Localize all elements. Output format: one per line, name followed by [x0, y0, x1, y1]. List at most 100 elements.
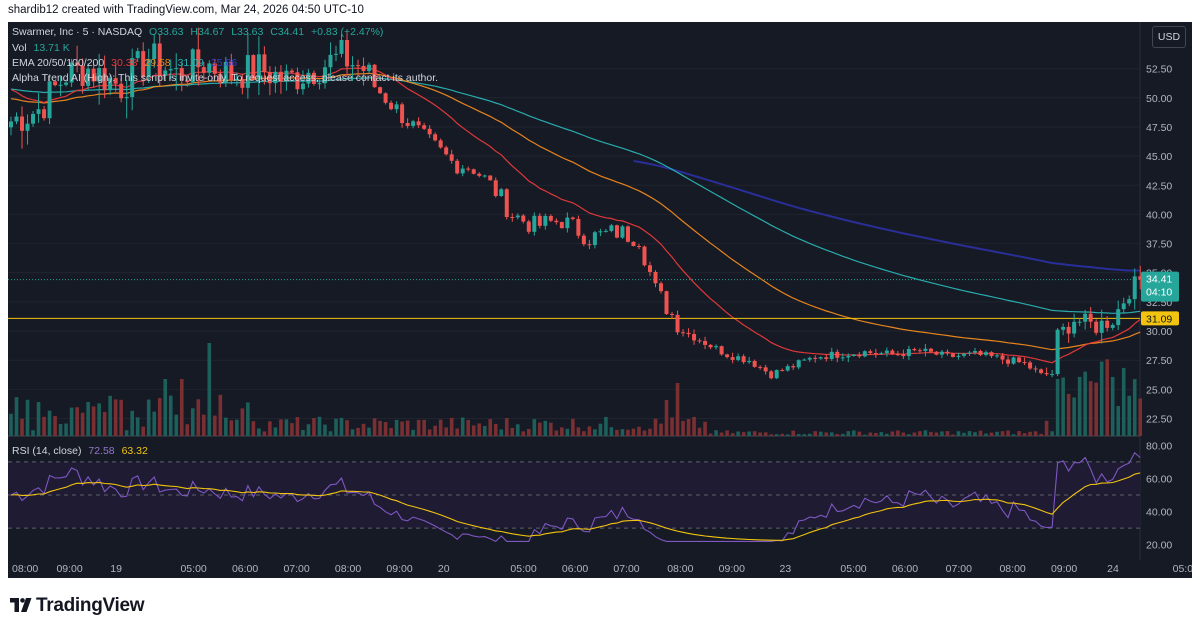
- candle-body: [80, 65, 85, 86]
- volume-bar: [361, 423, 366, 436]
- candle-body: [934, 351, 939, 355]
- time-tick-label: 06:00: [562, 563, 588, 575]
- candle-body: [273, 71, 278, 84]
- rsi-tick-label: 20.00: [1146, 540, 1172, 552]
- volume-bar: [1110, 376, 1115, 436]
- volume-bar: [295, 417, 300, 436]
- candle-body: [91, 68, 96, 82]
- time-tick-label: 06:00: [232, 563, 258, 575]
- alpha-trend-text[interactable]: Alpha Trend AI (High): This script is in…: [12, 72, 439, 84]
- horizontal-line[interactable]: [8, 279, 1140, 319]
- price-chart-svg[interactable]: 52.5050.0047.5045.0042.5040.0037.5035.00…: [8, 22, 1192, 578]
- rsi-label[interactable]: RSI (14, close): [12, 445, 82, 457]
- top-bar: shardib12 created with TradingView.com, …: [0, 0, 1200, 22]
- volume-bar: [86, 401, 90, 436]
- candle-body: [636, 245, 641, 247]
- candles[interactable]: [9, 27, 1143, 380]
- candle-body: [989, 352, 994, 357]
- volume-bar: [102, 412, 107, 436]
- candle-body: [807, 357, 812, 360]
- volume-bar: [438, 419, 443, 436]
- volume-bar: [1000, 431, 1005, 436]
- volume-bar: [758, 432, 762, 436]
- candle-body: [201, 67, 206, 73]
- volume-bar: [1022, 433, 1027, 436]
- time-tick-label: 08:00: [999, 563, 1025, 575]
- volume-bar: [75, 407, 79, 436]
- candle-body: [493, 180, 498, 196]
- candle-body: [278, 71, 283, 82]
- volume-bar: [91, 406, 96, 436]
- volume-bar: [20, 418, 24, 436]
- candle-body: [906, 349, 911, 357]
- volume-bar: [367, 427, 371, 436]
- candle-body: [102, 68, 107, 91]
- volume-bar: [119, 399, 123, 436]
- candle-body: [64, 82, 69, 85]
- volume-bar: [306, 424, 311, 436]
- volume-bar: [1132, 379, 1137, 436]
- currency-button[interactable]: USD: [1152, 26, 1186, 48]
- volume-bar: [791, 430, 796, 436]
- candle-body: [868, 351, 873, 353]
- volume-bar: [1094, 382, 1098, 436]
- ema200-line: [633, 160, 1141, 272]
- candle-body: [135, 51, 140, 59]
- volume-bar: [323, 424, 327, 436]
- candle-body: [862, 351, 867, 357]
- symbol-name[interactable]: Swarmer, Inc · 5 · NASDAQ: [12, 26, 143, 38]
- volume-bar: [262, 431, 267, 436]
- candle-body: [1132, 276, 1137, 300]
- candle-body: [1072, 321, 1077, 334]
- rsi-ma-line: [10, 472, 1141, 541]
- volume-bar: [648, 428, 652, 436]
- candle-body: [124, 97, 129, 99]
- volume-bar: [328, 431, 333, 436]
- candle-body: [69, 62, 74, 83]
- candle-body: [1121, 303, 1126, 310]
- candle-body: [367, 64, 372, 71]
- volume-bar: [42, 416, 46, 436]
- candle-body: [592, 232, 597, 246]
- volume-bar: [835, 434, 840, 436]
- volume-bar: [631, 428, 636, 436]
- candle-body: [884, 350, 889, 354]
- volume-bar: [1055, 379, 1060, 436]
- volume-bar: [659, 423, 663, 436]
- volume-bar: [488, 419, 493, 436]
- volume-bar: [598, 423, 603, 436]
- axes: 52.5050.0047.5045.0042.5040.0037.5035.00…: [12, 64, 1192, 575]
- volume-bar: [543, 420, 548, 436]
- candle-body: [1116, 309, 1121, 325]
- volume-bar: [14, 397, 19, 436]
- candle-body: [532, 215, 537, 232]
- volume-bar: [896, 430, 900, 436]
- volume-bar: [1044, 420, 1049, 436]
- ema-label[interactable]: EMA 20/50/100/200: [12, 57, 105, 69]
- time-tick-label: 05:00: [840, 563, 866, 575]
- candle-body: [620, 226, 625, 238]
- candle-body: [25, 123, 30, 131]
- candle-body: [581, 235, 586, 245]
- volume-bar: [741, 432, 746, 436]
- rsi-tick-label: 60.00: [1146, 473, 1172, 485]
- volume-label[interactable]: Vol: [12, 42, 27, 54]
- candle-body: [686, 332, 691, 335]
- volume-bar: [780, 433, 784, 436]
- volume-bar: [521, 431, 526, 436]
- time-tick-label: 23: [780, 563, 792, 575]
- volume-bar: [802, 434, 807, 436]
- volume-bar: [796, 434, 801, 436]
- volume-bar: [719, 432, 724, 436]
- volume-bar: [1028, 431, 1032, 436]
- candle-body: [984, 352, 989, 355]
- candle-body: [455, 160, 460, 174]
- candle-body: [223, 61, 228, 83]
- candle-body: [692, 334, 697, 341]
- volume-bar: [852, 430, 856, 436]
- candle-body: [356, 65, 361, 67]
- candle-body: [1088, 313, 1093, 322]
- volume-bar: [312, 418, 316, 436]
- candle-body: [857, 354, 862, 357]
- chart-panel[interactable]: 52.5050.0047.5045.0042.5040.0037.5035.00…: [8, 22, 1192, 578]
